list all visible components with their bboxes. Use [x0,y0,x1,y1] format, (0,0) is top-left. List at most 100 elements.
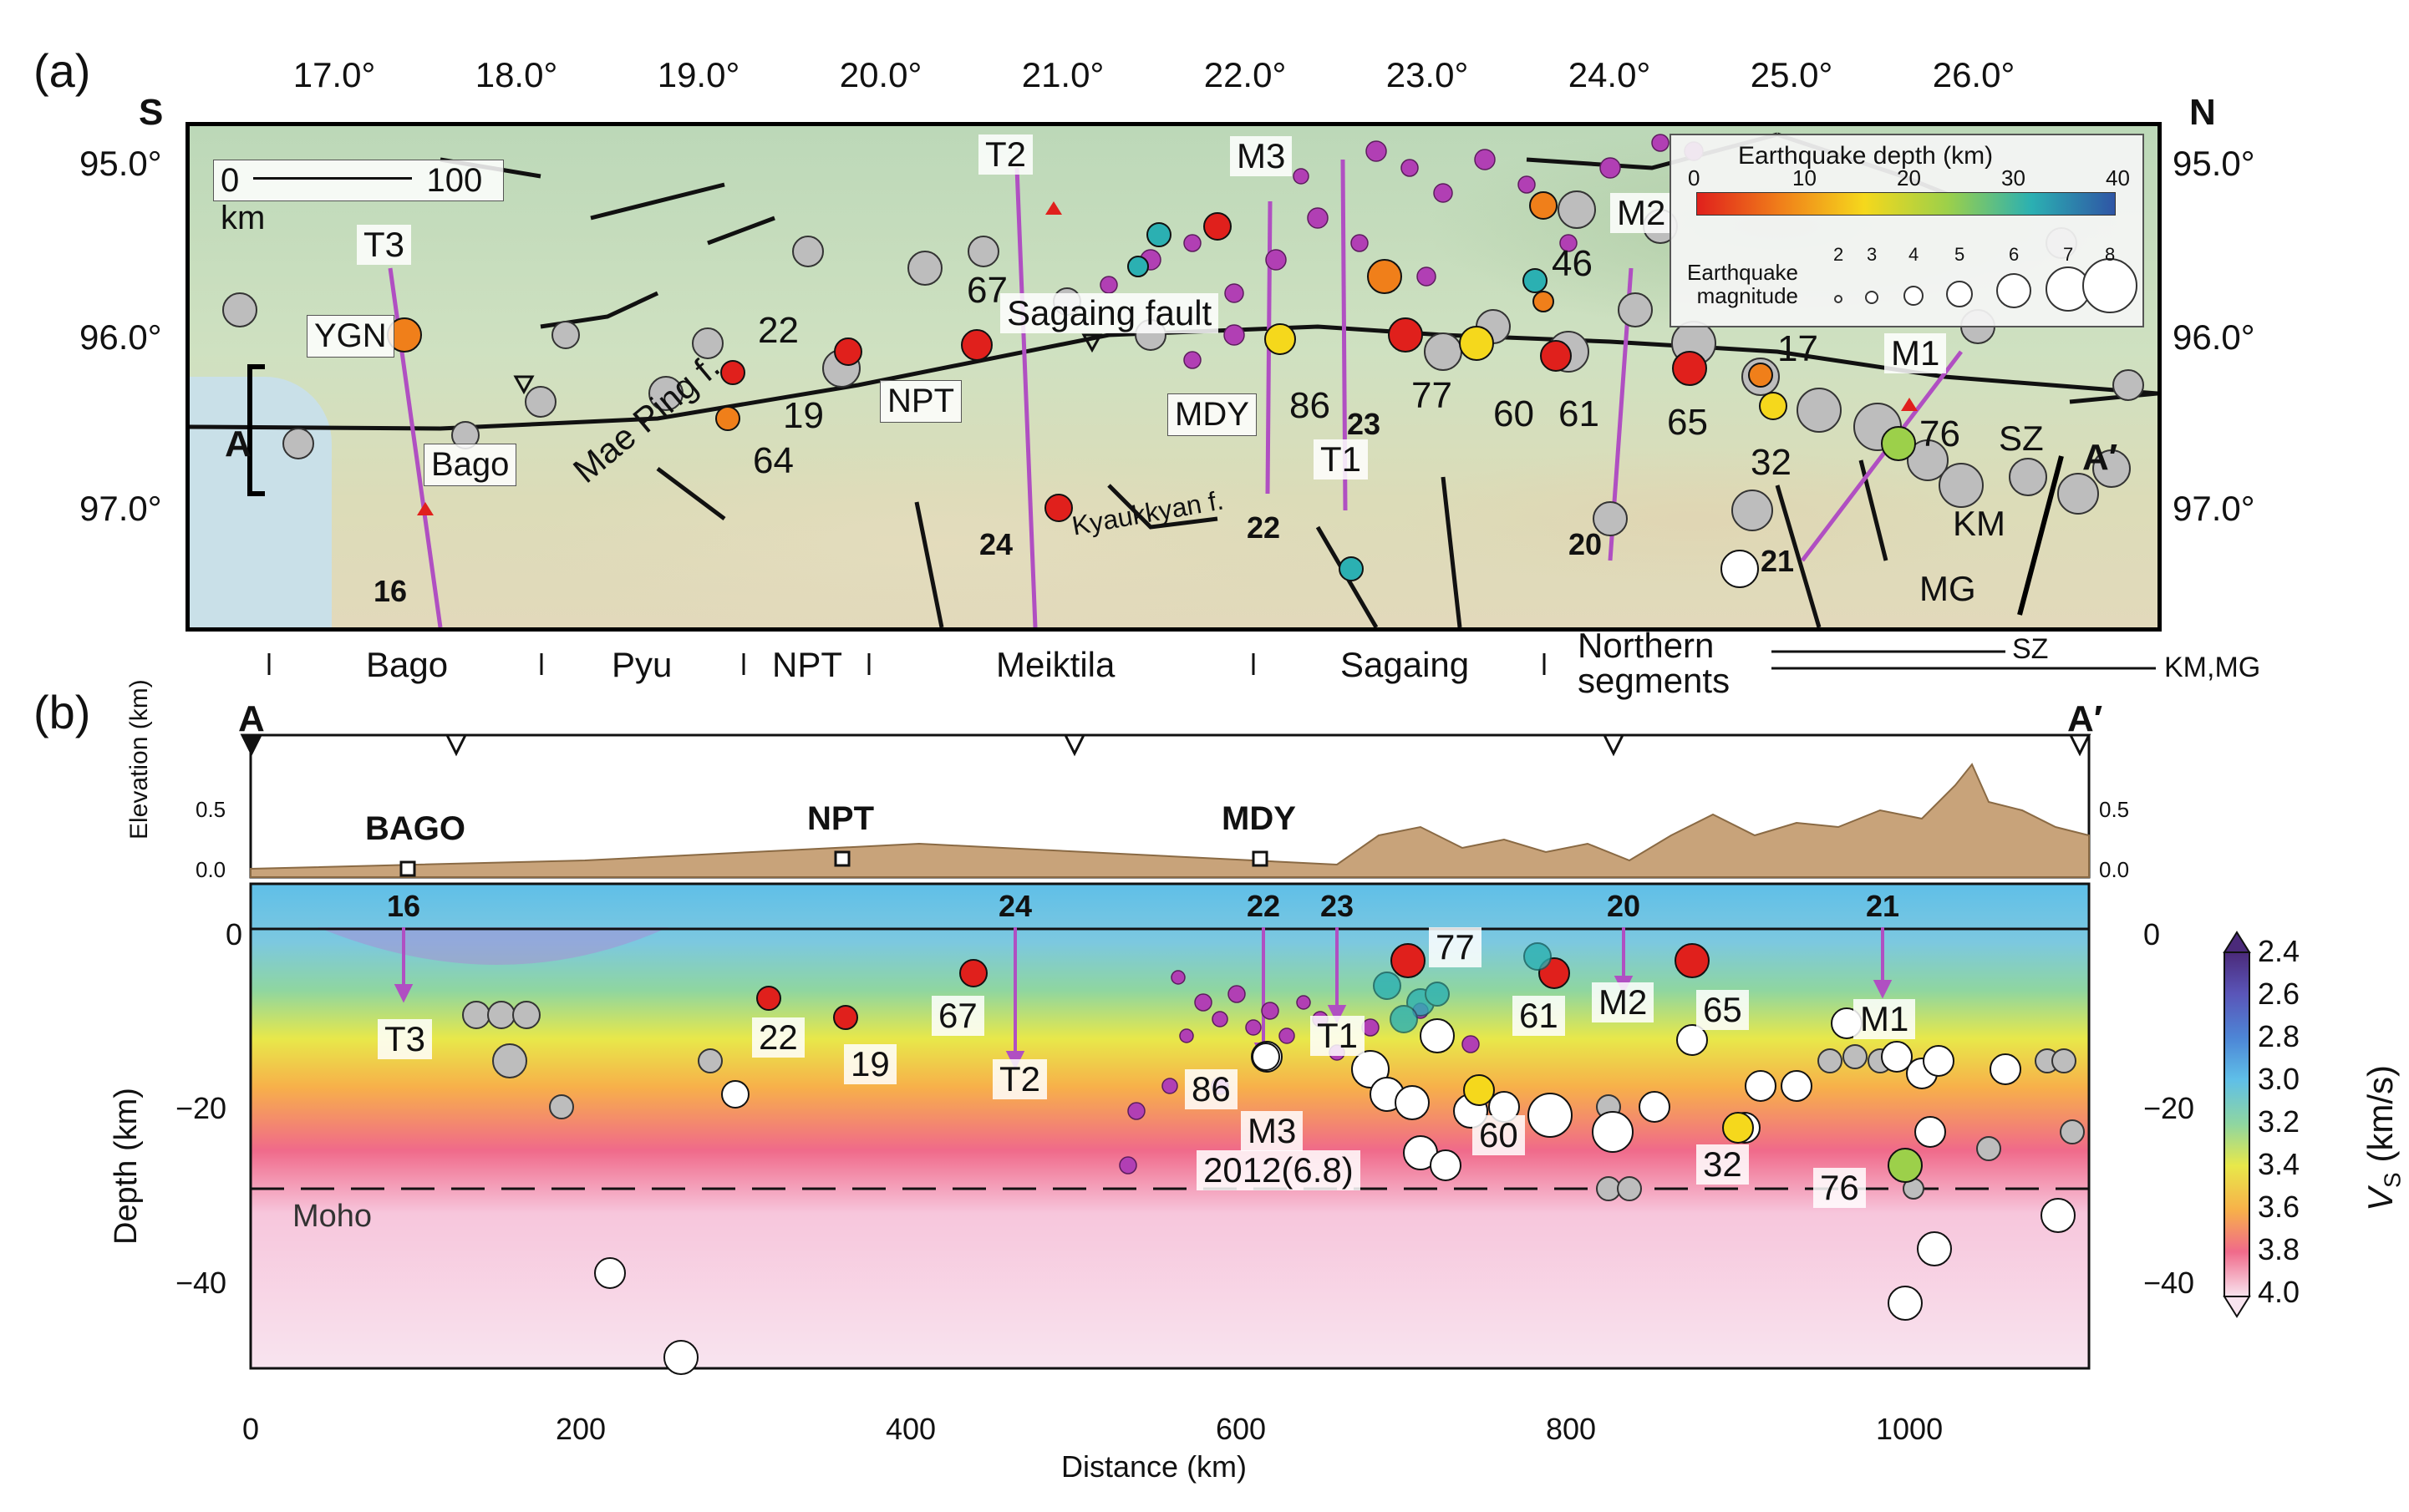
event-label-32: 32 [1751,442,1792,483]
event-north-3 [1529,191,1558,220]
scale-zero: 0 [221,162,240,199]
section-profile-number: 21 [1866,889,1900,923]
sea-area [190,377,332,627]
magnitude-circles [1834,258,2137,313]
distance-tick: 600 [1216,1412,1267,1446]
velocity-section [249,882,2091,1370]
distance-tick: 800 [1546,1412,1597,1446]
profile-t2 [1014,167,1038,627]
profile-number-16: 16 [374,574,408,608]
section-colored-events [756,943,1923,1183]
depth-tick-left: −40 [175,1266,227,1300]
event-65 [1672,351,1707,386]
depth-legend-tick: 10 [1792,165,1817,190]
colorbar-tick: 2.6 [2258,977,2300,1011]
section-profile-number: 24 [999,889,1033,923]
magnitude-legend-tick: 2 [1833,244,1844,265]
profile-label-m3: M3 [1230,136,1293,176]
lat-tick-right: 96.0° [2173,317,2255,357]
lat-tick-left: 97.0° [79,489,162,528]
event-77 [1388,317,1423,353]
section-end-label: A′ [2067,698,2103,739]
profile-lines [388,159,1963,627]
focal-mechanisms [387,191,1916,588]
fault-segment [1107,484,1218,530]
profile-label-m1: M1 [1884,333,1947,373]
lon-tick: 23.0° [1385,55,1469,94]
event-label-17: 17 [1777,328,1818,369]
section-start-label: A [238,698,265,739]
distance-tick: 0 [242,1412,260,1446]
magnitude-title-line1: Earthquake [1687,260,1798,285]
label-sagaing-fault: Sagaing fault [1000,293,1219,333]
fault-segment [2069,391,2157,404]
town-mdy: MDY [1222,800,1296,837]
section-grey-events [462,1001,2085,1201]
profile-label-t1: T1 [1314,439,1369,479]
colorbar-tick: 3.2 [2258,1104,2300,1139]
event-label-65: 65 [1667,402,1708,443]
lon-tick: 22.0° [1203,55,1287,94]
event-north-1 [1203,212,1232,241]
section-end-a-prime: A′ [2082,437,2118,478]
section-event-label: 22 [752,1017,805,1058]
colorbar-tick: 3.0 [2258,1062,2300,1096]
lon-tick: 18.0° [475,55,558,94]
section-profile-number: 16 [387,889,421,923]
event-label-46: 46 [1552,243,1593,284]
event-64 [715,406,740,431]
section-profile-number: 23 [1320,889,1354,923]
volcano-markers [417,201,1918,515]
town-bago: BAGO [365,810,465,847]
label-sz: SZ [1999,419,2044,458]
section-event-label: 67 [932,996,984,1036]
segment-pyu: Pyu [612,645,673,684]
fault-segment [1441,476,1462,627]
section-event-label: 32 [1696,1144,1749,1185]
fault-segment [1775,485,1822,627]
city-ygn: YGN [307,315,394,358]
event-86 [1264,323,1296,355]
profile-number-20: 20 [1568,527,1603,561]
lon-tick: 17.0° [292,55,376,94]
magnitude-legend-tick: 5 [1954,244,1965,265]
event-61 [1540,340,1572,372]
depth-legend-tick: 20 [1897,165,1921,190]
elevation-stations [240,733,2091,757]
fault-segment [914,501,944,627]
event-label-19: 19 [783,395,824,436]
profile-number-23: 23 [1347,407,1381,441]
section-profile-arrows [394,927,1893,1070]
elev-tick-right-00: 0.0 [2099,857,2130,882]
segment-meiktila: Meiktila [996,645,1116,684]
event-label-60: 60 [1493,393,1534,434]
event-cyan-1 [1127,256,1149,277]
profile-number-21: 21 [1761,544,1795,578]
distance-tick: 400 [886,1412,937,1446]
event-north-2 [1367,259,1402,294]
event-cyan-2 [1522,268,1548,293]
section-event-label: 77 [1429,927,1481,967]
event-label-77: 77 [1411,375,1452,416]
north-label: N [2189,92,2216,133]
depth-colorbar [1696,192,2116,216]
colorbar-title-v: V [2361,1187,2400,1211]
depth-tick-right: 0 [2143,917,2161,951]
fault-segment [590,182,725,221]
section-profile-label: M3 [1241,1111,1304,1151]
town-markers [399,850,1268,877]
distance-tick: 1000 [1876,1412,1944,1446]
profile-label-t3: T3 [357,225,412,265]
scale-distance: 100 km [221,162,483,236]
lon-tick: 25.0° [1750,55,1833,94]
event-17 [1748,363,1773,388]
depth-axis-title: Depth (km) [109,1088,144,1245]
elev-tick-left-00: 0.0 [196,857,226,882]
event-kyaukkyan [1044,494,1073,522]
colorbar-tick: 3.4 [2258,1147,2300,1181]
sagaing-fault-trace [190,324,2157,431]
station-markers [513,333,1103,395]
section-event-label: 65 [1696,990,1749,1030]
magnitude-legend-tick: 6 [2009,244,2020,265]
fault-segment [707,216,775,246]
